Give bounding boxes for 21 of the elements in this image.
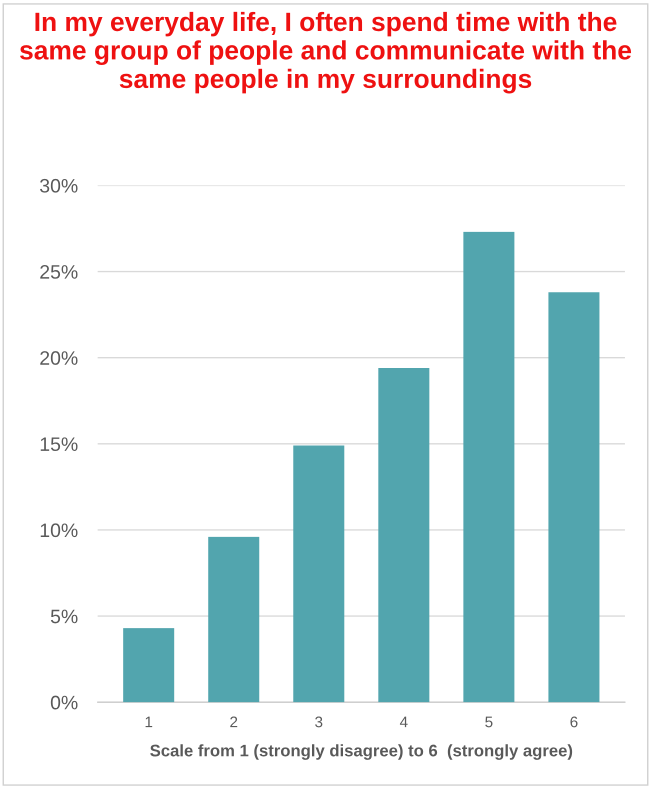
x-tick-label: 2: [230, 716, 238, 728]
x-tick-label: 5: [485, 716, 492, 728]
y-tick-label: 20%: [40, 351, 78, 365]
y-tick-label: 30%: [40, 178, 78, 193]
bar: [548, 292, 600, 702]
y-tick-label: 25%: [40, 265, 78, 279]
x-tick-label: 6: [570, 716, 578, 728]
bar: [293, 446, 344, 702]
chart-title: In my everyday life, I often spend time with the same group of people and communicate with the same people in my surroundings: [20, 12, 632, 94]
y-tick-label: 0%: [50, 696, 78, 710]
bar: [123, 628, 174, 702]
x-tick-label: 1: [146, 716, 152, 728]
x-axis-title: Scale from 1 (strongly disagree) to 6 (strongly agree): [150, 744, 572, 760]
x-tick-label: 4: [400, 716, 408, 728]
y-tick-label: 5%: [50, 610, 78, 624]
y-tick-label: 10%: [40, 523, 78, 538]
bar: [208, 536, 260, 702]
bar: [378, 368, 430, 702]
bar: [463, 232, 514, 702]
x-tick-label: 3: [315, 716, 322, 728]
y-tick-label: 15%: [40, 437, 78, 452]
